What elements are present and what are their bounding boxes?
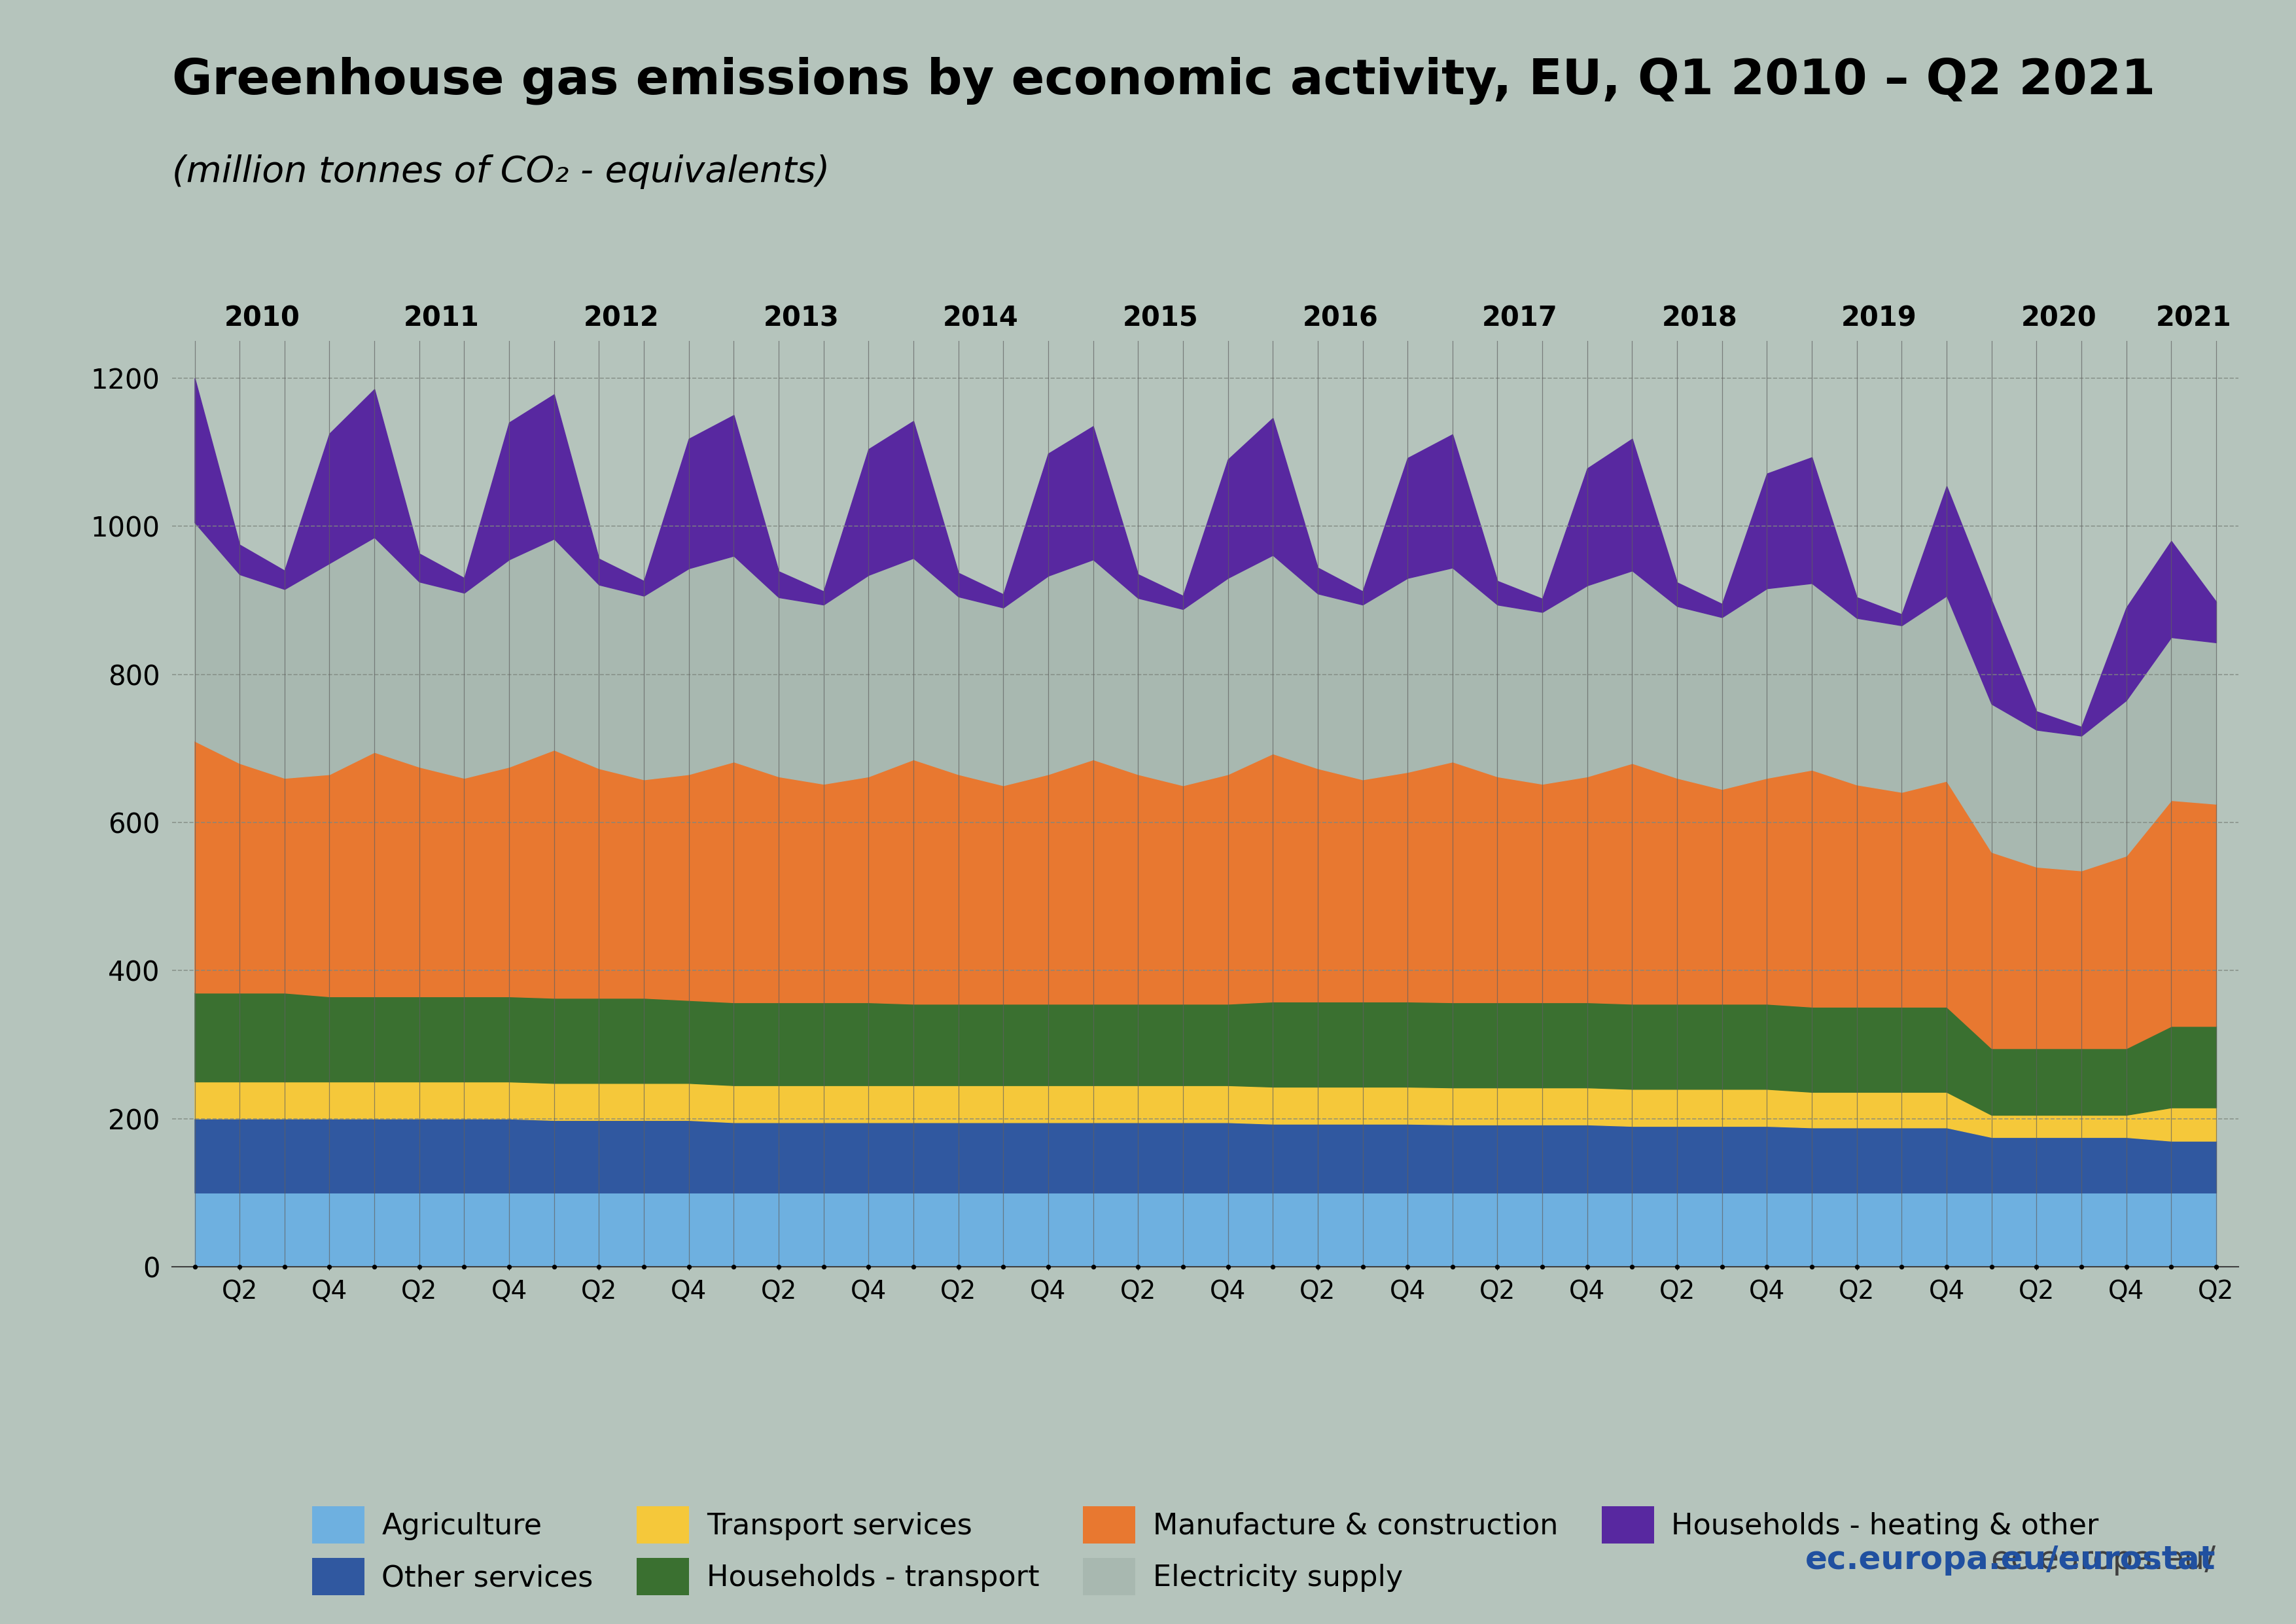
Point (266, 1254, 303, 1280)
Point (1704, 1254, 1740, 1280)
Point (1075, 1254, 1111, 1280)
Point (1479, 1254, 1515, 1280)
Point (1525, 1254, 1561, 1280)
Point (1254, 1254, 1290, 1280)
Point (760, 1254, 797, 1280)
Point (1883, 1254, 1919, 1280)
Point (2108, 1254, 2144, 1280)
Point (1389, 1254, 1426, 1280)
Point (1164, 1254, 1201, 1280)
Point (2018, 1254, 2055, 1280)
Point (491, 1254, 528, 1280)
Text: ec.europa.eu/eurostat: ec.europa.eu/eurostat (1805, 1544, 2216, 1575)
Point (220, 1254, 257, 1280)
Point (895, 1254, 932, 1280)
Point (1435, 1254, 1472, 1280)
Point (985, 1254, 1022, 1280)
Point (535, 1254, 572, 1280)
Point (1120, 1254, 1157, 1280)
Point (310, 1254, 347, 1280)
Point (1793, 1254, 1830, 1280)
Point (445, 1254, 482, 1280)
Text: (million tonnes of CO₂ - equivalents): (million tonnes of CO₂ - equivalents) (172, 154, 829, 188)
Point (1658, 1254, 1694, 1280)
Point (177, 1254, 214, 1280)
Point (716, 1254, 753, 1280)
Point (2197, 1254, 2234, 1280)
Point (1929, 1254, 1965, 1280)
Point (939, 1254, 976, 1280)
Point (1568, 1254, 1605, 1280)
Point (1614, 1254, 1651, 1280)
Point (581, 1254, 618, 1280)
Point (1750, 1254, 1786, 1280)
Point (402, 1254, 439, 1280)
Point (670, 1254, 707, 1280)
Point (2064, 1254, 2101, 1280)
Point (850, 1254, 886, 1280)
Point (806, 1254, 843, 1280)
Point (356, 1254, 393, 1280)
Text: ec.europa.eu/: ec.europa.eu/ (1991, 1544, 2216, 1575)
Point (1972, 1254, 2009, 1280)
Point (1343, 1254, 1380, 1280)
Text: Greenhouse gas emissions by economic activity, EU, Q1 2010 – Q2 2021: Greenhouse gas emissions by economic act… (172, 57, 2156, 106)
Point (1031, 1254, 1068, 1280)
Point (625, 1254, 661, 1280)
Point (2154, 1254, 2190, 1280)
Point (1300, 1254, 1336, 1280)
Legend: Agriculture, Other services, Transport services, Households - transport, Manufac: Agriculture, Other services, Transport s… (303, 1497, 2108, 1605)
Point (1210, 1254, 1247, 1280)
Point (1839, 1254, 1876, 1280)
